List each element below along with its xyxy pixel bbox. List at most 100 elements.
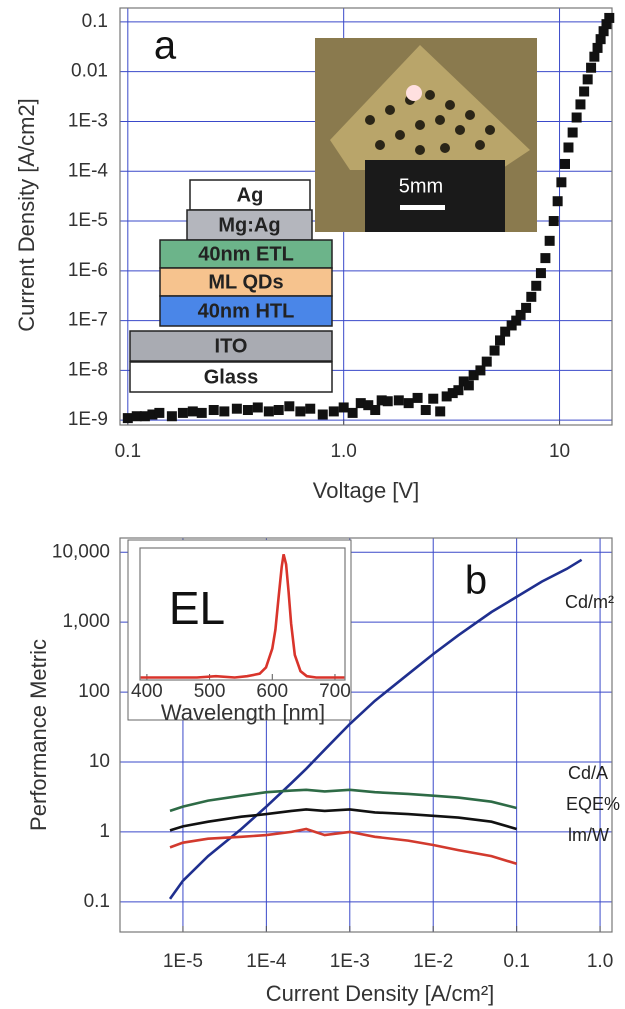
data-point — [571, 112, 582, 123]
series-line — [169, 788, 517, 813]
photo-pixel — [475, 140, 485, 150]
data-point — [147, 409, 158, 420]
spectrum-line — [140, 553, 345, 679]
photo-pixel — [445, 100, 455, 110]
x-axis-label: Voltage [V] — [313, 478, 419, 503]
y-tick-label: 1E-3 — [68, 110, 108, 131]
plot-frame — [119, 7, 613, 426]
data-point — [521, 302, 532, 313]
x-tick-label: 1E-5 — [163, 951, 203, 972]
data-point — [295, 406, 306, 417]
photo-pixel — [435, 115, 445, 125]
data-point — [139, 411, 150, 422]
layer-label: 40nm HTL — [198, 300, 295, 322]
data-point — [131, 411, 142, 422]
x-tick-label: 10 — [549, 441, 570, 462]
data-point — [412, 392, 423, 403]
x-tick-label: 0.1 — [503, 951, 529, 972]
data-point — [458, 376, 469, 387]
plot-frame — [119, 537, 613, 933]
layer — [129, 330, 333, 362]
data-point — [598, 26, 609, 37]
panel-label: EL — [169, 582, 225, 634]
data-point — [208, 405, 219, 416]
x-tick-label: 1.0 — [587, 951, 613, 972]
y-tick-label: 1 — [99, 821, 110, 842]
x-axis-label: Current Density [A/cm²] — [266, 981, 495, 1006]
x-tick-label: 600 — [256, 681, 288, 702]
data-point — [196, 407, 207, 418]
data-point — [579, 86, 590, 97]
photo-pixel — [395, 130, 405, 140]
data-point — [531, 280, 542, 291]
layer-label: Ag — [237, 184, 264, 206]
data-point — [515, 309, 526, 320]
y-tick-label: 10,000 — [52, 541, 110, 562]
data-point — [604, 12, 615, 23]
data-point — [601, 19, 612, 30]
layer-label: Glass — [204, 366, 258, 388]
data-point — [420, 405, 431, 416]
layer-label: 40nm ETL — [198, 243, 294, 265]
data-point — [563, 142, 574, 153]
data-point — [560, 158, 571, 169]
data-point — [540, 253, 551, 264]
data-point — [544, 235, 555, 246]
data-point — [586, 62, 597, 73]
data-point — [317, 409, 328, 420]
data-point — [435, 406, 446, 417]
photo-contact — [365, 160, 505, 232]
data-point — [166, 411, 177, 422]
y-tick-label: 0.1 — [82, 11, 108, 32]
series-line — [169, 827, 517, 866]
x-tick-label: 1E-2 — [413, 951, 453, 972]
x-tick-label: 1E-4 — [246, 951, 287, 972]
data-point — [552, 196, 563, 207]
data-point — [441, 391, 452, 402]
layer-label: ITO — [215, 335, 248, 357]
data-point — [382, 396, 393, 407]
data-point — [447, 388, 458, 399]
data-point — [535, 268, 546, 279]
data-point — [355, 398, 366, 409]
y-tick-label: 1E-8 — [68, 359, 108, 380]
data-point — [370, 405, 381, 416]
photo-pixel — [485, 125, 495, 135]
data-point — [453, 385, 464, 396]
y-tick-label: 1E-6 — [68, 260, 108, 281]
series-line — [168, 558, 583, 900]
panel-label: a — [154, 24, 177, 68]
y-tick-label: 10 — [89, 751, 110, 772]
x-tick-label: 0.1 — [115, 441, 141, 462]
photo-substrate — [330, 45, 530, 170]
x-tick-label: 500 — [194, 681, 226, 702]
data-point — [347, 407, 358, 418]
x-tick-label: 1.0 — [330, 441, 356, 462]
photo-glow — [406, 85, 422, 101]
data-point — [526, 291, 537, 302]
layer — [189, 179, 311, 211]
series-label: EQE% — [566, 794, 620, 814]
data-point — [481, 356, 492, 367]
data-point — [273, 405, 284, 416]
data-point — [556, 177, 567, 188]
data-point — [511, 315, 522, 326]
y-tick-label: 0.1 — [84, 891, 110, 912]
layer — [159, 295, 333, 327]
data-point — [154, 407, 165, 418]
photo-pixel — [455, 125, 465, 135]
panel-label: b — [465, 559, 487, 603]
data-point — [575, 99, 586, 110]
layer — [129, 361, 333, 393]
data-point — [219, 406, 230, 417]
series-label: lm/W — [568, 825, 609, 845]
y-tick-label: 1E-5 — [68, 210, 108, 231]
data-point — [428, 393, 439, 404]
y-tick-label: 1,000 — [62, 611, 110, 632]
data-point — [363, 400, 374, 411]
data-point — [500, 326, 511, 337]
data-point — [393, 395, 404, 406]
x-tick-label: 1E-3 — [330, 951, 370, 972]
data-point — [284, 401, 295, 412]
